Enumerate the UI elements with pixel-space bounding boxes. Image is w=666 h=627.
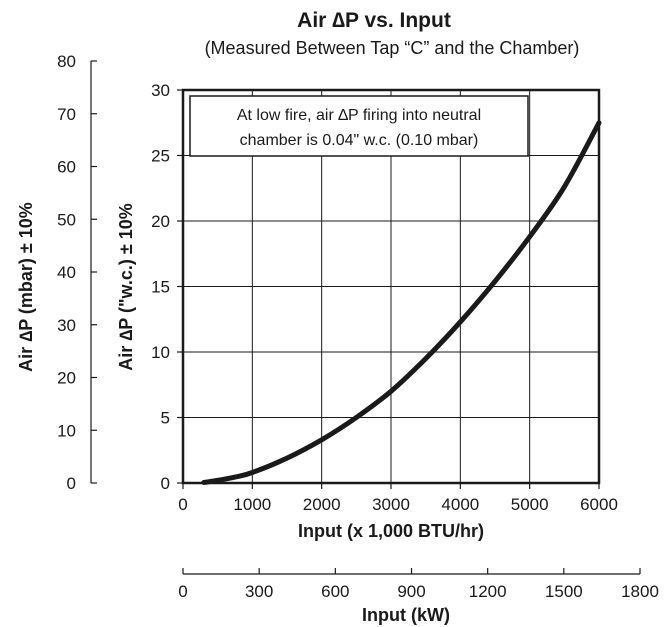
- x-primary-tick-label: 4000: [441, 495, 479, 514]
- chart-title: Air ∆P vs. Input: [297, 9, 451, 32]
- y-primary-tick-label: 0: [161, 474, 170, 493]
- y-primary-tick-label: 30: [151, 81, 170, 100]
- data-curve: [201, 120, 602, 485]
- x-secondary-axis-title: Input (kW): [362, 605, 450, 625]
- x-primary-tick-label: 0: [178, 495, 187, 514]
- y-secondary-tick-label: 80: [57, 52, 76, 71]
- x-primary-axis: 0 1000 2000 3000 4000 5000 6000: [178, 483, 618, 514]
- y-primary-axis-title: Air ∆P ("w.c.) ± 10%: [116, 203, 136, 370]
- x-primary-tick-label: 3000: [372, 495, 410, 514]
- y-secondary-tick-label: 20: [57, 369, 76, 388]
- chart-subtitle: (Measured Between Tap “C” and the Chambe…: [205, 38, 580, 58]
- y-primary-tick-label: 25: [151, 147, 170, 166]
- x-primary-tick-label: 1000: [233, 495, 271, 514]
- x-secondary-tick-label: 900: [397, 582, 425, 601]
- x-secondary-tick-label: 0: [178, 582, 187, 601]
- y-secondary-tick-label: 50: [57, 210, 76, 229]
- y-secondary-tick-label: 0: [67, 474, 76, 493]
- x-secondary-axis: 0 300 600 900 1200 1500 1800: [178, 568, 659, 601]
- y-secondary-tick-label: 10: [57, 421, 76, 440]
- x-secondary-tick-label: 300: [245, 582, 273, 601]
- x-secondary-tick-label: 600: [321, 582, 349, 601]
- y-primary-axis: 0 5 10 15 20 25 30: [151, 81, 183, 493]
- annotation-line-2: chamber is 0.04" w.c. (0.10 mbar): [240, 132, 479, 149]
- y-secondary-tick-label: 40: [57, 263, 76, 282]
- y-primary-tick-label: 15: [151, 278, 170, 297]
- annotation-line-1: At low fire, air ∆P firing into neutral: [237, 107, 481, 124]
- y-primary-tick-label: 5: [161, 409, 170, 428]
- y-secondary-axis-title: Air ∆P (mbar) ± 10%: [16, 202, 36, 372]
- x-primary-tick-label: 6000: [580, 495, 618, 514]
- x-secondary-tick-label: 1500: [545, 582, 583, 601]
- y-secondary-tick-label: 30: [57, 316, 76, 335]
- annotation-box-frame: [189, 95, 529, 157]
- x-primary-tick-label: 2000: [303, 495, 341, 514]
- y-secondary-tick-label: 70: [57, 105, 76, 124]
- y-secondary-tick-label: 60: [57, 158, 76, 177]
- annotation-box: At low fire, air ∆P firing into neutral …: [189, 95, 529, 157]
- x-secondary-tick-label: 1800: [621, 582, 659, 601]
- y-primary-tick-label: 10: [151, 343, 170, 362]
- x-primary-tick-label: 5000: [511, 495, 549, 514]
- y-secondary-axis: 0 10 20 30 40 50 60 70 80: [57, 52, 97, 493]
- x-secondary-tick-label: 1200: [469, 582, 507, 601]
- y-primary-tick-label: 20: [151, 212, 170, 231]
- x-primary-axis-title: Input (x 1,000 BTU/hr): [298, 521, 484, 541]
